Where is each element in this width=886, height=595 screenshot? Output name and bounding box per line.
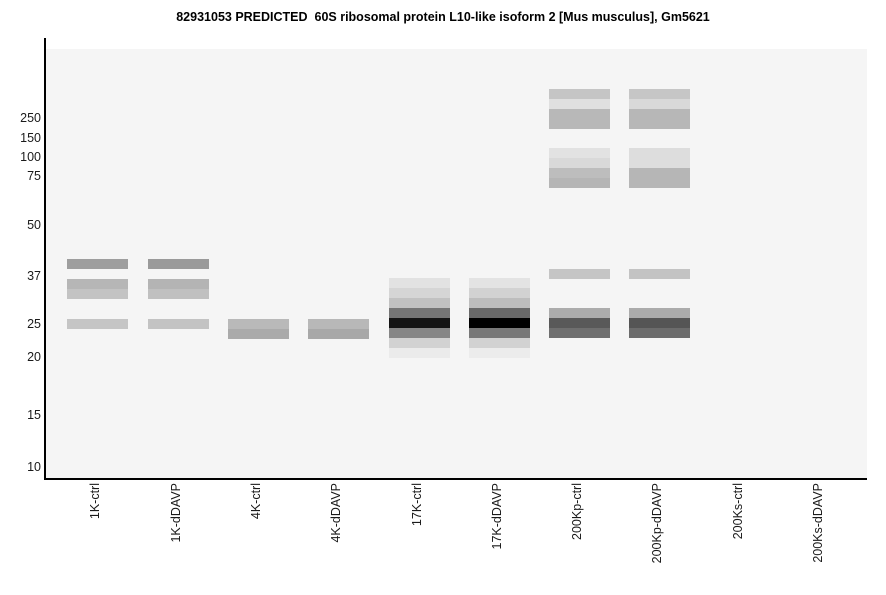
y-tick-label: 25 — [27, 316, 41, 331]
gel-plot-area — [46, 49, 867, 478]
lane-label: 200Ks-ctrl — [731, 483, 745, 540]
gel-band — [629, 308, 690, 318]
gel-band — [148, 259, 209, 269]
gel-band — [469, 328, 530, 338]
gel-band — [549, 158, 610, 168]
lane-label: 200Kp-ctrl — [570, 483, 584, 540]
lane-label: 17K-dDAVP — [490, 483, 504, 550]
y-tick-label: 15 — [27, 407, 41, 422]
figure-title: 82931053 PREDICTED 60S ribosomal protein… — [176, 10, 710, 24]
lane-label: 4K-ctrl — [249, 483, 263, 520]
gel-band — [228, 329, 289, 339]
gel-band — [67, 289, 128, 299]
gel-band — [67, 259, 128, 269]
gel-band — [629, 109, 690, 129]
gel-band — [469, 318, 530, 328]
gel-band — [629, 269, 690, 279]
gel-band — [308, 329, 369, 339]
gel-band — [469, 288, 530, 298]
gel-band — [389, 288, 450, 298]
y-tick-label: 20 — [27, 349, 41, 364]
gel-band — [67, 279, 128, 289]
gel-band — [148, 289, 209, 299]
gel-band — [549, 328, 610, 338]
gel-band — [549, 109, 610, 129]
x-axis-line — [44, 478, 867, 480]
lane-label: 1K-ctrl — [88, 483, 102, 520]
gel-band — [389, 308, 450, 318]
gel-band — [469, 308, 530, 318]
gel-band — [469, 278, 530, 288]
gel-band — [67, 319, 128, 329]
gel-band — [629, 99, 690, 109]
y-tick-label: 150 — [20, 130, 41, 145]
gel-band — [549, 89, 610, 99]
gel-band — [549, 269, 610, 279]
lane-label: 4K-dDAVP — [329, 483, 343, 543]
gel-band — [629, 318, 690, 328]
y-tick-label: 37 — [27, 268, 41, 283]
gel-band — [389, 328, 450, 338]
gel-band — [148, 319, 209, 329]
gel-band — [629, 168, 690, 188]
gel-band — [389, 348, 450, 358]
gel-band — [549, 168, 610, 178]
gel-band — [148, 279, 209, 289]
gel-band — [469, 298, 530, 308]
gel-band — [549, 178, 610, 188]
y-tick-label: 10 — [27, 459, 41, 474]
gel-band — [389, 338, 450, 348]
y-tick-label: 50 — [27, 217, 41, 232]
gel-band — [389, 278, 450, 288]
gel-band — [549, 318, 610, 328]
gel-band — [629, 89, 690, 99]
gel-band — [629, 148, 690, 168]
gel-band — [228, 319, 289, 329]
gel-band — [469, 348, 530, 358]
gel-band — [549, 148, 610, 158]
y-tick-label: 250 — [20, 110, 41, 125]
gel-band — [549, 99, 610, 109]
lane-label: 17K-ctrl — [410, 483, 424, 527]
gel-band — [549, 308, 610, 318]
y-tick-label: 100 — [20, 149, 41, 164]
lane-label: 200Kp-dDAVP — [650, 483, 664, 564]
gel-band — [389, 318, 450, 328]
gel-band — [308, 319, 369, 329]
gel-band — [389, 298, 450, 308]
gel-band — [469, 338, 530, 348]
lane-label: 1K-dDAVP — [169, 483, 183, 543]
y-tick-label: 75 — [27, 168, 41, 183]
lane-label: 200Ks-dDAVP — [811, 483, 825, 563]
y-axis-line — [44, 38, 46, 480]
gel-band — [629, 328, 690, 338]
